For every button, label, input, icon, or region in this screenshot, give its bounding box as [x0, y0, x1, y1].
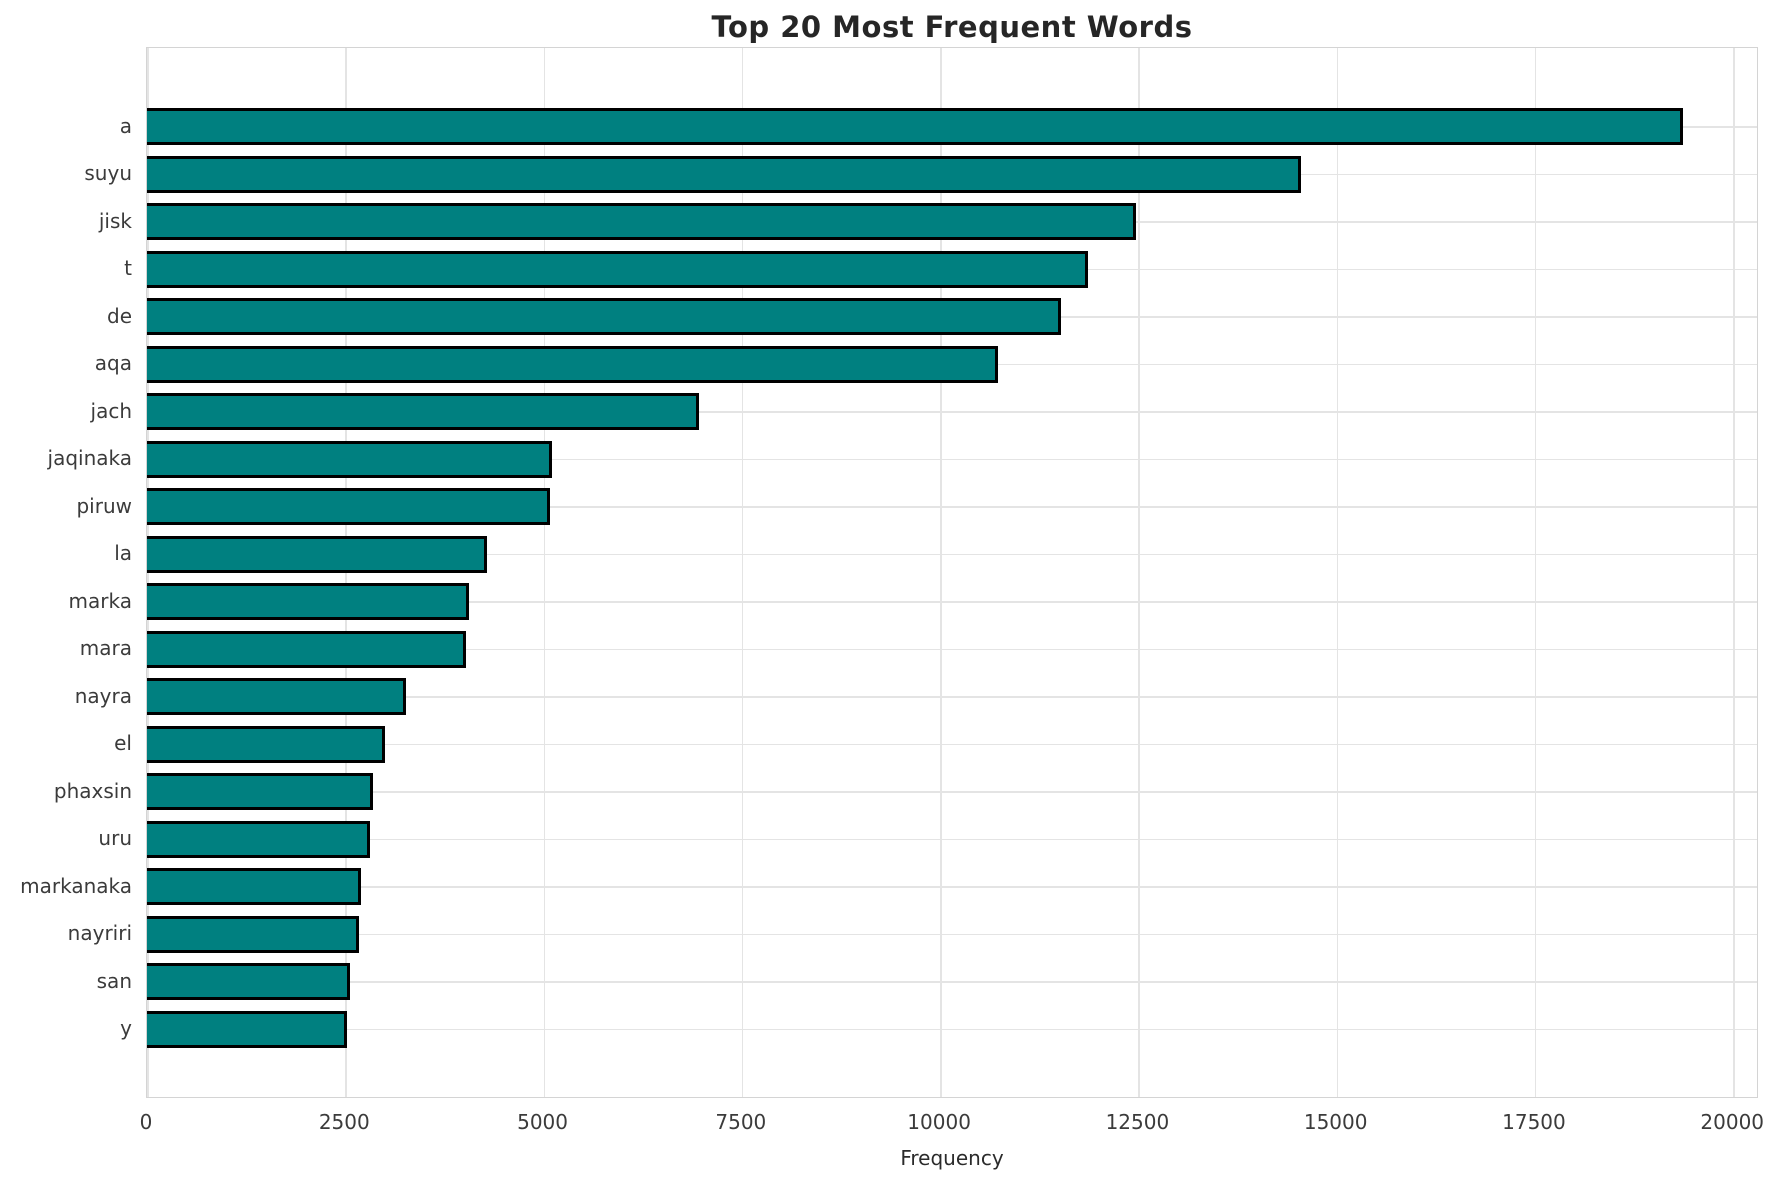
y-tick-label: markanaka — [20, 873, 132, 898]
bar-t — [147, 250, 1088, 288]
y-gridline — [147, 791, 1757, 793]
x-tick-label: 2500 — [318, 1110, 370, 1134]
y-gridline — [147, 696, 1757, 698]
x-axis-label: Frequency — [900, 1146, 1004, 1170]
y-gridline — [147, 838, 1757, 840]
bar-nayra — [147, 678, 407, 716]
bar-piruw — [147, 488, 550, 526]
y-gridline — [147, 458, 1757, 460]
y-tick-label: phaxsin — [53, 778, 132, 803]
x-tick-label: 20000 — [1700, 1110, 1765, 1134]
y-gridline — [147, 981, 1757, 983]
y-gridline — [147, 601, 1757, 603]
y-gridline — [147, 553, 1757, 555]
y-tick-label: jach — [90, 398, 132, 423]
x-gridline — [741, 48, 744, 1097]
x-gridline — [1534, 48, 1537, 1097]
bar-nayriri — [147, 915, 360, 953]
bar-y — [147, 1010, 347, 1048]
y-tick-label: t — [124, 256, 132, 281]
x-tick-label: 12500 — [1105, 1110, 1170, 1134]
y-tick-label: suyu — [84, 161, 132, 186]
y-tick-label: uru — [98, 826, 132, 851]
x-tick-label: 10000 — [907, 1110, 971, 1134]
y-gridline — [147, 506, 1757, 508]
x-gridline — [940, 48, 942, 1097]
x-gridline — [1336, 48, 1339, 1097]
y-gridline — [147, 743, 1757, 745]
x-gridline — [543, 48, 546, 1097]
bar-la — [147, 535, 488, 573]
x-tick-label: 0 — [139, 1110, 153, 1134]
y-gridline — [147, 933, 1757, 935]
chart-title: Top 20 Most Frequent Words — [711, 10, 1193, 44]
bar-suyu — [147, 155, 1301, 193]
y-tick-label: de — [107, 303, 132, 328]
y-gridline — [147, 886, 1757, 888]
y-tick-label: marka — [68, 588, 132, 613]
y-tick-label: jaqinaka — [47, 446, 132, 471]
bar-jaqinaka — [147, 440, 553, 478]
plot-area — [146, 47, 1758, 1098]
bar-jisk — [147, 203, 1136, 241]
x-tick-label: 5000 — [517, 1110, 568, 1134]
y-tick-label: aqa — [94, 351, 132, 376]
bar-markanaka — [147, 868, 362, 906]
x-tick-label: 17500 — [1502, 1110, 1566, 1134]
bar-marka — [147, 583, 469, 621]
y-tick-label: san — [96, 968, 132, 993]
y-tick-label: a — [119, 113, 132, 138]
bar-aqa — [147, 345, 998, 383]
bar-mara — [147, 630, 466, 668]
y-tick-label: y — [120, 1016, 132, 1041]
bar-de — [147, 298, 1061, 336]
bar-a — [147, 108, 1684, 146]
x-tick-label: 15000 — [1303, 1110, 1368, 1134]
bar-jach — [147, 393, 699, 431]
x-gridline — [1733, 48, 1735, 1097]
y-tick-label: la — [114, 541, 132, 566]
bar-san — [147, 963, 351, 1001]
y-tick-label: piruw — [76, 493, 132, 518]
y-tick-label: nayriri — [67, 921, 132, 946]
x-tick-label: 7500 — [715, 1110, 767, 1134]
y-tick-label: el — [114, 731, 132, 756]
y-tick-label: jisk — [98, 208, 132, 233]
y-tick-label: mara — [79, 636, 132, 661]
y-gridline — [147, 648, 1757, 650]
y-tick-label: nayra — [74, 683, 132, 708]
bar-phaxsin — [147, 773, 373, 811]
bar-uru — [147, 820, 371, 858]
x-gridline — [1138, 48, 1140, 1097]
y-gridline — [147, 1028, 1757, 1030]
bar-el — [147, 725, 385, 763]
y-gridline — [147, 411, 1757, 413]
